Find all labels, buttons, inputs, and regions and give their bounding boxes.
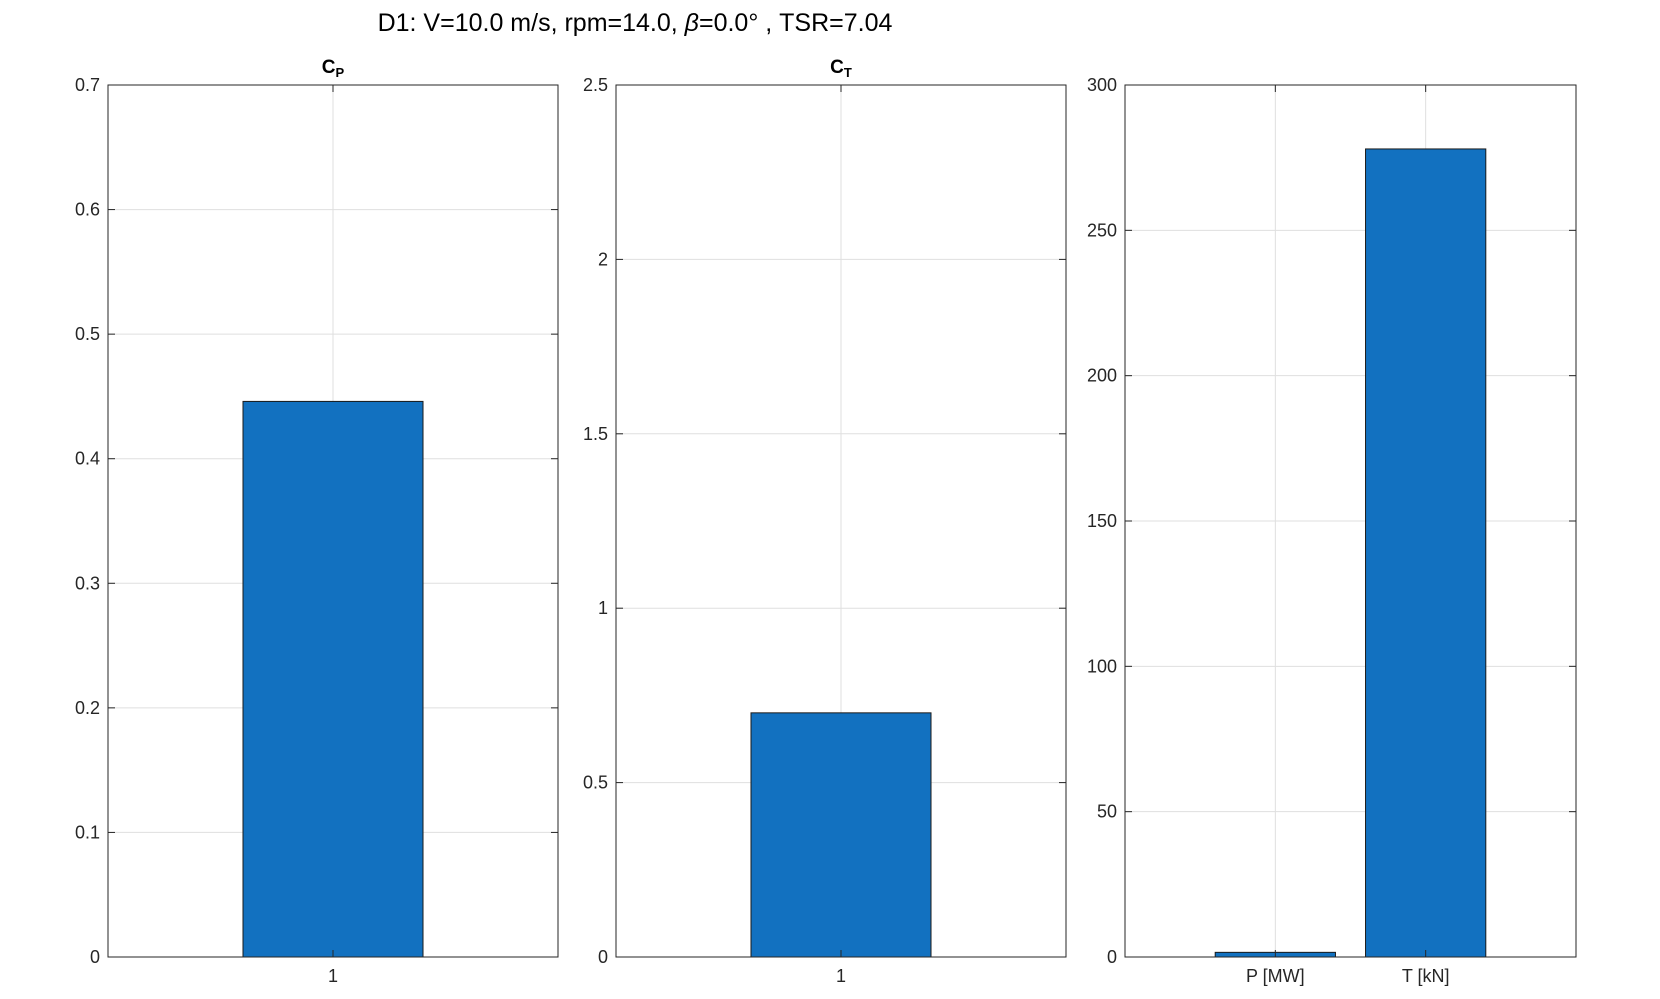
figure-title-prefix: D1: V=10.0 m/s, rpm=14.0, — [378, 9, 685, 37]
y-tick-label: 0.7 — [75, 75, 100, 95]
bar-1 — [750, 712, 932, 958]
y-tick-label: 0.4 — [75, 449, 100, 469]
y-tick-label: 0.3 — [75, 573, 100, 593]
x-tick-label: 1 — [328, 966, 338, 986]
y-tick-label: 150 — [1087, 511, 1117, 531]
y-tick-label: 2 — [598, 249, 608, 269]
y-tick-label: 100 — [1087, 656, 1117, 676]
y-tick-label: 0.5 — [583, 773, 608, 793]
y-tick-label: 0.2 — [75, 698, 100, 718]
y-tick-label: 0.1 — [75, 822, 100, 842]
subplot-title-main: C — [322, 57, 336, 78]
y-tick-label: 0 — [90, 947, 100, 967]
x-tick-label: T [kN] — [1402, 966, 1450, 986]
bar-t-kn — [1365, 148, 1487, 958]
subplot-title-main: C — [830, 57, 844, 78]
y-tick-label: 200 — [1087, 366, 1117, 386]
y-tick-label: 300 — [1087, 75, 1117, 95]
y-tick-label: 0.6 — [75, 200, 100, 220]
y-tick-label: 1 — [598, 598, 608, 618]
y-tick-label: 2.5 — [583, 75, 608, 95]
y-tick-label: 250 — [1087, 220, 1117, 240]
subplot-panels: 00.10.20.30.40.50.60.71CP00.511.522.51CT… — [75, 57, 1577, 986]
y-tick-label: 1.5 — [583, 424, 608, 444]
bar-1 — [242, 400, 424, 958]
y-tick-label: 0 — [598, 947, 608, 967]
subplot-title-subscript: P — [336, 65, 345, 80]
subplot-3: 0 50 100 150 200 250 300 P [MW] T [kN] — [1087, 75, 1577, 986]
y-tick-label: 50 — [1097, 802, 1117, 822]
subplot-title: CT — [830, 57, 852, 80]
x-tick-label: P [MW] — [1246, 966, 1305, 986]
subplot-1: 0 0.1 0.2 0.3 0.4 0.5 0.6 0.7 1 CP — [75, 57, 559, 986]
figure-title: D1: V=10.0 m/s, rpm=14.0, β=0.0° , TSR=7… — [378, 9, 893, 37]
x-tick-label: 1 — [836, 966, 846, 986]
figure-title-suffix: =0.0° , TSR=7.04 — [699, 9, 893, 37]
subplot-title: CP — [322, 57, 345, 80]
figure-title-beta: β — [684, 9, 699, 37]
y-tick-label: 0.5 — [75, 324, 100, 344]
subplot-title-subscript: T — [844, 65, 852, 80]
y-tick-label: 0 — [1107, 947, 1117, 967]
subplot-2: 0 0.5 1 1.5 2 2.5 1 CT — [583, 57, 1067, 986]
